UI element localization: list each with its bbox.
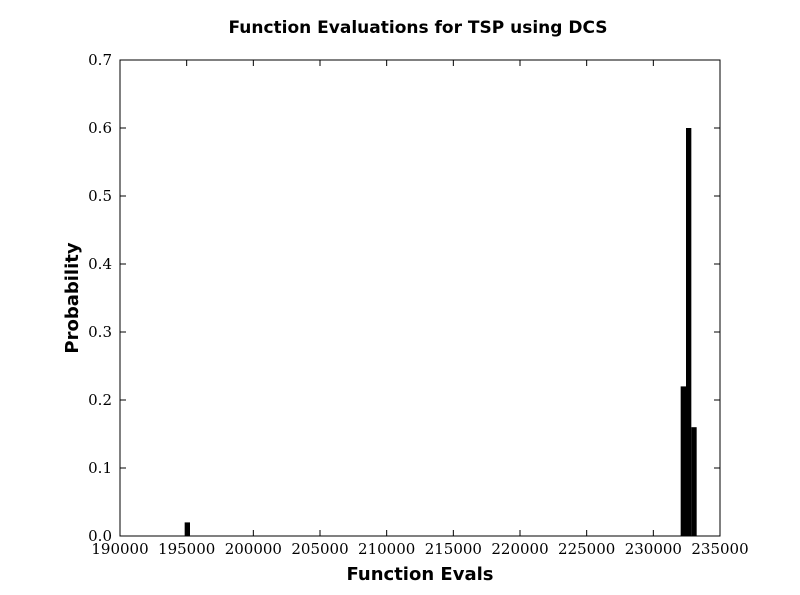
y-tick-label: 0.5	[88, 187, 112, 205]
x-tick-label: 225000	[558, 540, 615, 558]
histogram-bar-0	[184, 522, 190, 536]
x-tick-label: 210000	[358, 540, 415, 558]
x-tick-label: 220000	[491, 540, 548, 558]
histogram-bar-2	[686, 128, 692, 536]
y-tick-label: 0.7	[88, 51, 112, 69]
plot-frame	[119, 59, 721, 537]
chart-title: Function Evaluations for TSP using DCS	[228, 18, 607, 38]
x-tick-label: 195000	[158, 540, 215, 558]
y-tick-label: 0.4	[88, 255, 112, 273]
y-tick-label: 0.0	[88, 527, 112, 545]
histogram-bar-3	[691, 427, 697, 536]
x-tick-label: 230000	[625, 540, 682, 558]
y-tick-label: 0.1	[88, 459, 112, 477]
histogram-bar-1	[680, 386, 686, 536]
x-tick-label: 215000	[425, 540, 482, 558]
y-axis-label: Probability	[62, 242, 83, 353]
x-tick-label: 190000	[91, 540, 148, 558]
x-tick-label: 205000	[291, 540, 348, 558]
y-tick-label: 0.3	[88, 323, 112, 341]
x-axis: 190000 195000 200000 205000 210000 215000 2200…	[91, 60, 749, 558]
y-tick-label: 0.2	[88, 391, 112, 409]
y-tick-label: 0.6	[88, 119, 112, 137]
x-tick-label: 200000	[225, 540, 282, 558]
bars-group	[184, 128, 697, 536]
x-tick-label: 235000	[691, 540, 748, 558]
x-axis-label: Function Evals	[347, 564, 494, 585]
y-axis: 0.0 0.1 0.2 0.3 0.4 0.5 0.6 0.7	[88, 51, 720, 545]
